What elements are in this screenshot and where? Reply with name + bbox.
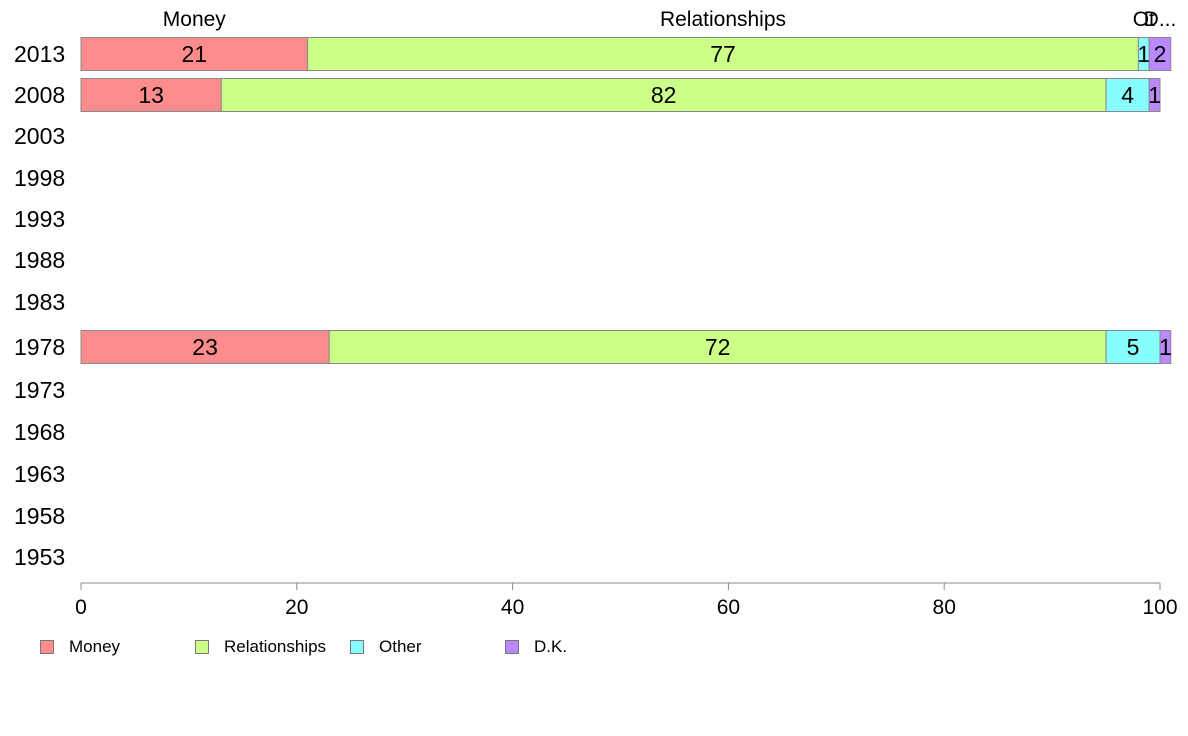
bar-segment (80, 330, 330, 364)
data-label: 21 (181, 41, 207, 67)
top-series-label: Money (163, 8, 227, 31)
bar-segment (80, 78, 222, 112)
data-label: 82 (651, 82, 677, 108)
category-label: 1983 (14, 289, 65, 315)
x-tick-label: 40 (501, 596, 524, 619)
bar-segment (1105, 330, 1161, 364)
bar-segment (328, 330, 1107, 364)
bar-segment (1148, 37, 1172, 71)
bar-segment (1148, 78, 1161, 112)
category-label: 1998 (14, 165, 65, 191)
legend-swatch-dk (505, 640, 519, 654)
category-label: 2008 (14, 82, 65, 108)
top-series-label: Ot (1133, 8, 1155, 31)
category-label: 1968 (14, 419, 65, 445)
legend-label-other: Other (379, 637, 422, 656)
legend-swatch-relationships (195, 640, 209, 654)
legend-item-money: Money (40, 637, 120, 657)
bar-segment (307, 37, 1139, 71)
data-label: 1 (1148, 82, 1161, 108)
legend: Money Relationships Other D.K. (40, 637, 640, 657)
data-label: 77 (710, 41, 736, 67)
data-label: 72 (705, 334, 731, 360)
data-label: 1 (1159, 334, 1172, 360)
x-tick-label: 20 (285, 596, 308, 619)
legend-swatch-money (40, 640, 54, 654)
category-label: 1993 (14, 206, 65, 232)
data-label: 1 (1137, 41, 1150, 67)
category-label: 1988 (14, 247, 65, 273)
data-label: 13 (138, 82, 164, 108)
legend-label-money: Money (69, 637, 121, 656)
category-label: 1958 (14, 503, 65, 529)
category-label: 1978 (14, 334, 65, 360)
category-label: 1973 (14, 377, 65, 403)
bar-segment (1105, 78, 1150, 112)
data-label: 4 (1121, 82, 1134, 108)
bar-segment (220, 78, 1107, 112)
category-label: 2003 (14, 123, 65, 149)
x-tick-label: 0 (75, 596, 87, 619)
data-label: 5 (1127, 334, 1140, 360)
x-tick-label: 60 (717, 596, 740, 619)
x-tick-label: 100 (1142, 596, 1177, 619)
legend-label-relationships: Relationships (224, 637, 327, 656)
bar-segment (1159, 330, 1172, 364)
legend-swatch-other (350, 640, 364, 654)
legend-item-relationships: Relationships (195, 637, 326, 657)
category-label: 1953 (14, 544, 65, 570)
category-label: 2013 (14, 41, 65, 67)
legend-item-dk: D.K. (505, 637, 567, 657)
legend-label-dk: D.K. (534, 637, 568, 656)
data-label: 23 (192, 334, 218, 360)
legend-item-other: Other (350, 637, 422, 657)
top-series-label: Relationships (660, 8, 786, 31)
x-tick-label: 80 (933, 596, 956, 619)
bar-segment (80, 37, 309, 71)
data-label: 2 (1154, 41, 1167, 67)
category-label: 1963 (14, 461, 65, 487)
top-series-label: D... (1144, 8, 1177, 31)
